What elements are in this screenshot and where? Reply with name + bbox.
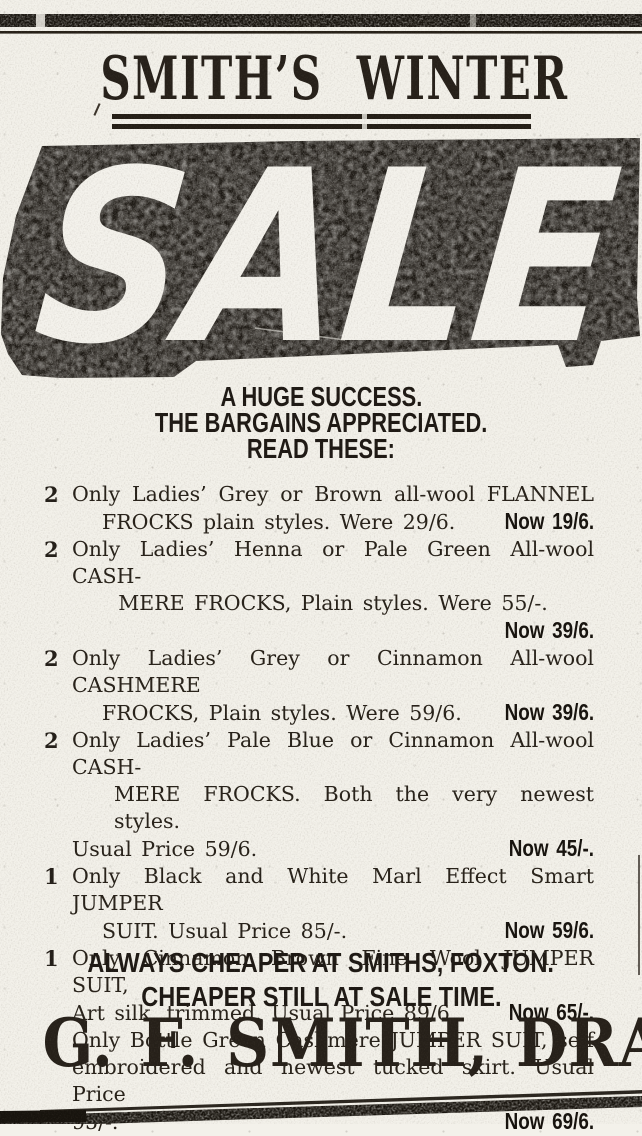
list-item: 2 Only Ladies’ Henna or Pale Green All-w… <box>40 536 594 645</box>
sale-banner: SALE <box>1 138 640 378</box>
item-text: SUIT. Usual Price 85/-. <box>102 919 348 943</box>
item-line: Now 39/6. <box>72 617 594 645</box>
item-line: Only Ladies’ Grey or Brown all-wool FLAN… <box>72 482 594 506</box>
item-qty: 2 <box>44 537 59 562</box>
list-item: 2 Only Ladies’ Grey or Cinnamon All-wool… <box>40 645 594 727</box>
top-border-rule <box>0 31 642 34</box>
page-title: SMITH’S WINTER <box>100 44 569 114</box>
list-item: 2 Only Ladies’ Grey or Brown all-wool FL… <box>40 481 594 536</box>
item-price-now: Now 45/-. <box>508 835 594 861</box>
item-line: FROCKS, Plain styles. Were 59/6. Now 39/… <box>102 699 594 727</box>
item-qty: 2 <box>44 646 59 671</box>
item-line: Only Black and White Marl Effect Smart J… <box>72 864 594 915</box>
item-price-now: Now 39/6. <box>504 699 594 725</box>
title-rule-bottom <box>112 124 531 129</box>
item-line: Only Ladies’ Grey or Cinnamon All-wool C… <box>72 646 594 697</box>
item-line: Usual Price 59/6. Now 45/-. <box>72 835 594 863</box>
item-text: FROCKS plain styles. Were 29/6. <box>102 510 456 534</box>
signature-row: G. F. SMITH, DRAPER <box>0 1006 642 1080</box>
item-line: MERE FROCKS, Plain styles. Were 55/-. <box>118 591 548 615</box>
bottom-border-blob <box>0 1110 86 1123</box>
title-rule-top <box>112 114 531 119</box>
item-price-now: Now 39/6. <box>504 617 594 643</box>
item-text: Usual Price 59/6. <box>72 837 258 861</box>
item-price-now: Now 19/6. <box>504 508 594 534</box>
item-line: FROCKS plain styles. Were 29/6. Now 19/6… <box>102 508 594 536</box>
bottom-border <box>0 1090 642 1124</box>
list-item: 2 Only Ladies’ Pale Blue or Cinnamon All… <box>40 727 594 863</box>
intro-headline: A HUGE SUCCESS. THE BARGAINS APPRECIATED… <box>0 383 642 464</box>
item-text: FROCKS, Plain styles. Were 59/6. <box>102 701 462 725</box>
item-price-now: Now 59/6. <box>504 917 594 943</box>
list-item: 1 Only Black and White Marl Effect Smart… <box>40 863 594 945</box>
masthead: SMITH’S WINTER <box>0 48 642 110</box>
item-line: Only Ladies’ Henna or Pale Green All-woo… <box>72 537 594 588</box>
item-line: SUIT. Usual Price 85/-. Now 59/6. <box>102 917 594 945</box>
intro-line-3: READ THESE: <box>246 433 396 464</box>
item-line: Only Ladies’ Pale Blue or Cinnamon All-w… <box>72 728 594 779</box>
title-underline <box>112 114 531 129</box>
footer-slogan-1: ALWAYS CHEAPER AT SMITHS, FOXTON. <box>87 947 555 978</box>
item-qty: 2 <box>44 482 59 507</box>
item-qty: 2 <box>44 728 59 753</box>
item-qty: 1 <box>44 864 59 889</box>
print-edge-artifact <box>638 855 640 975</box>
signature: G. F. SMITH, DRAPER <box>42 1004 642 1082</box>
top-border <box>0 14 642 34</box>
item-line: MERE FROCKS. Both the very newest styles… <box>114 782 594 833</box>
sale-word: SALE <box>25 138 629 378</box>
